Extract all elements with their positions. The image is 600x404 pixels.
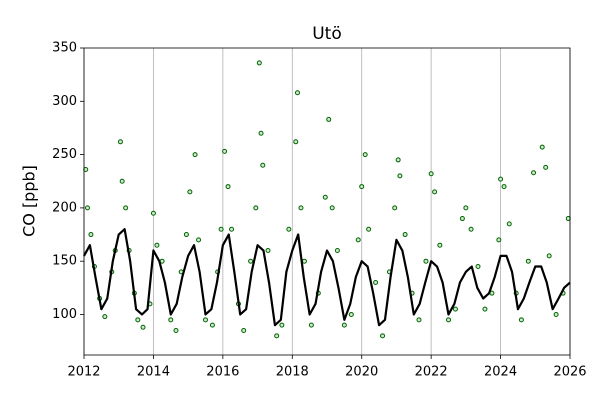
y-tick-label: 200 [52,200,77,215]
data-point [298,205,304,211]
data-point [446,317,451,323]
data-point [225,184,231,190]
x-tick-label: 2014 [137,365,170,380]
y-tick-label: 100 [52,307,77,322]
data-point [392,205,398,211]
data-point [496,237,502,243]
data-point [539,144,545,150]
data-point [286,226,292,232]
x-tick-label: 2016 [206,365,239,380]
data-point [241,327,247,333]
data-point [183,232,189,238]
data-point [501,184,507,190]
data-point [428,171,434,177]
y-tick-label: 350 [52,41,77,56]
data-point [468,226,474,232]
data-point [423,258,429,264]
data-point [248,258,254,264]
x-tick-label: 2018 [276,365,309,380]
data-point [135,317,141,323]
data-point [187,189,193,195]
data-point [265,248,271,254]
data-point [402,232,408,238]
trend-line [83,228,571,327]
data-point [229,226,235,232]
data-point [359,184,365,190]
data-point [209,322,215,328]
data-point [274,333,280,339]
data-point [553,311,559,317]
data-point [397,173,403,179]
data-point [119,178,125,184]
data-point [192,152,198,158]
data-point [531,170,537,176]
data-point [326,116,332,122]
data-point [258,130,264,136]
x-tick-label: 2012 [67,365,100,380]
data-point [475,264,481,270]
data-point [395,157,401,163]
data-point [150,210,156,216]
data-point [432,189,438,195]
y-tick-label: 250 [52,147,77,162]
data-point [260,162,266,168]
x-tick-label: 2022 [415,365,448,380]
y-tick-label: 300 [52,94,77,109]
data-point [196,237,202,243]
data-point [279,322,285,328]
data-point [373,280,379,286]
data-point [256,60,262,66]
data-point [203,317,208,323]
data-point [459,216,465,222]
data-point [543,164,549,170]
data-point [506,221,512,227]
data-point [380,333,386,339]
data-point [341,322,347,328]
data-point [518,317,524,323]
data-point [173,327,179,333]
data-point [222,148,228,154]
data-point [88,232,94,238]
y-axis-label: CO [ppb] [20,165,39,237]
data-point [123,205,129,211]
data-point [154,242,160,248]
data-point [294,90,300,96]
data-point [140,324,146,330]
data-point [482,306,488,312]
data-point [102,314,108,320]
data-point [329,205,335,211]
data-point [416,317,422,323]
data-point [348,311,354,317]
data-point [253,205,259,211]
data-point [498,176,504,182]
data-point [525,258,531,264]
data-point [452,306,458,312]
y-tick-label: 150 [52,254,77,269]
data-point [301,258,307,264]
x-tick-label: 2026 [553,365,586,380]
x-tick-label: 2024 [484,365,517,380]
data-point [546,253,552,259]
data-point [84,205,90,211]
data-point [168,317,174,323]
data-point [366,226,372,232]
axes-frame [83,47,571,356]
data-point [322,194,328,200]
data-point [362,152,368,158]
data-point [293,139,299,145]
data-point [334,248,340,254]
chart-title: Utö [312,24,342,44]
data-point [437,242,443,248]
data-point [308,322,314,328]
data-point [355,237,361,243]
data-point [463,205,469,211]
data-point [117,139,123,145]
x-tick-label: 2020 [345,365,378,380]
data-point [218,226,224,232]
